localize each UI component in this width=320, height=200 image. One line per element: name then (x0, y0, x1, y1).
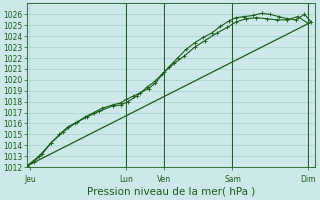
X-axis label: Pression niveau de la mer( hPa ): Pression niveau de la mer( hPa ) (87, 187, 255, 197)
